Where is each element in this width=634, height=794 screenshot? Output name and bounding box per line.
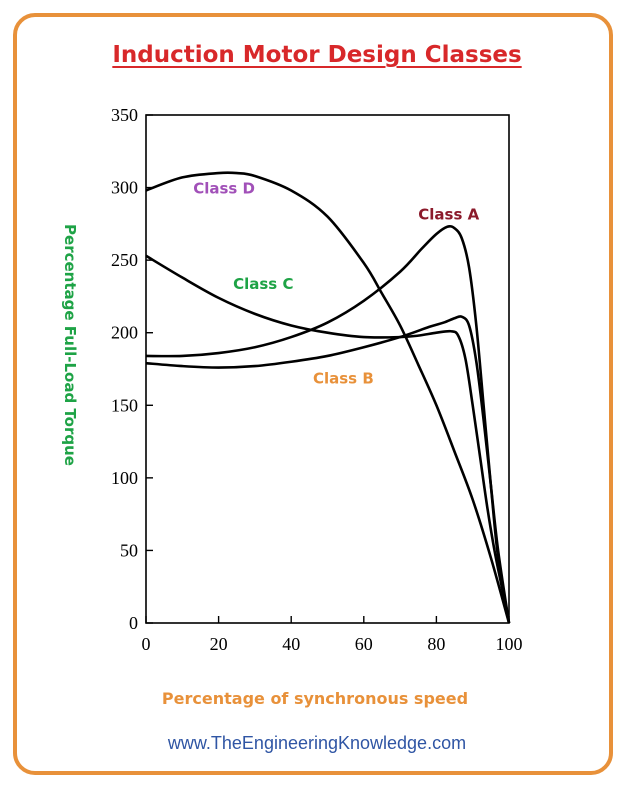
y-tick-label: 100: [111, 468, 138, 488]
series-label-class-d: Class D: [193, 179, 255, 197]
y-tick-label: 200: [111, 323, 138, 343]
series-label-class-a: Class A: [418, 206, 479, 224]
x-tick-label: 100: [496, 634, 523, 654]
website-footer: www.TheEngineeringKnowledge.com: [167, 733, 467, 753]
chart-title: Induction Motor Design Classes: [112, 42, 522, 68]
axis-ticks: 0 20 40 60 80 100 0 50 100 150 200 250 300 350: [111, 105, 523, 654]
series-curves: [145, 171, 511, 624]
x-tick-label: 40: [282, 634, 300, 654]
y-tick-label: 0: [129, 613, 138, 633]
y-tick-label: 300: [111, 178, 138, 198]
x-tick-label: 0: [142, 634, 151, 654]
series-label-class-c: Class C: [233, 275, 293, 293]
border-frame: [13, 13, 613, 775]
series-line-class-a: [145, 224, 511, 624]
series-line-class-b: [145, 315, 511, 624]
series-labels: Class D Class A Class C Class B: [193, 179, 479, 387]
x-tick-label: 80: [427, 634, 445, 654]
y-tick-label: 250: [111, 250, 138, 270]
y-tick-label: 350: [111, 105, 138, 125]
plot-area: [145, 114, 510, 624]
y-tick-label: 50: [120, 540, 138, 560]
series-label-class-b: Class B: [313, 370, 374, 388]
y-tick-label: 150: [111, 395, 138, 415]
series-line-class-c: [145, 254, 511, 624]
x-axis-label: Percentage of synchronous speed: [161, 689, 469, 708]
series-line-class-d: [145, 171, 511, 624]
x-tick-label: 60: [355, 634, 373, 654]
x-tick-label: 20: [210, 634, 228, 654]
